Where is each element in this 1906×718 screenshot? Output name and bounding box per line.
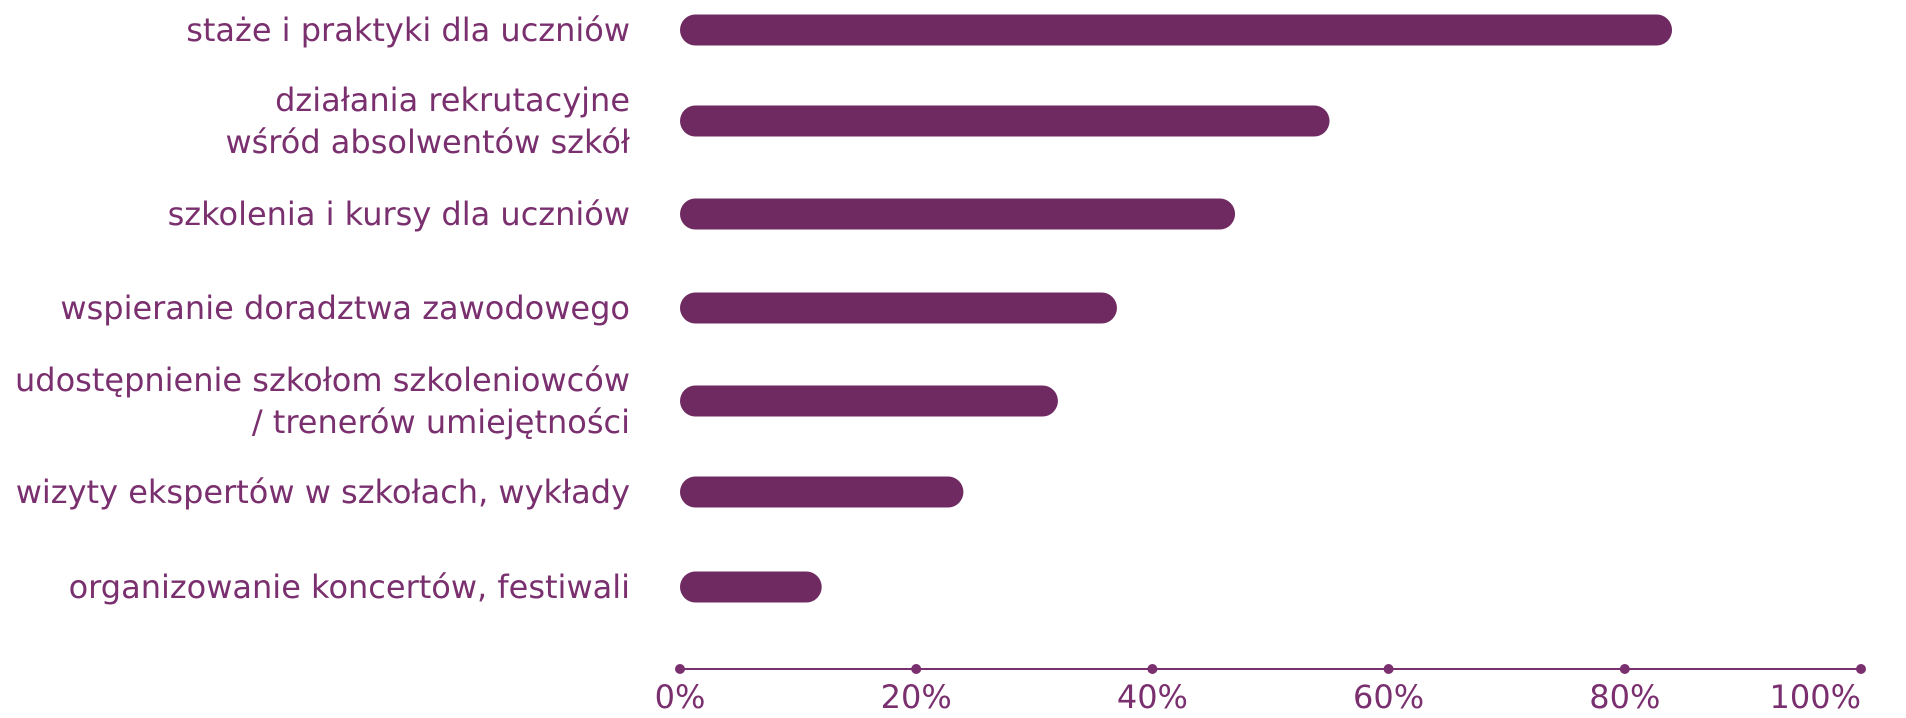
category-label: wspieranie doradztwa zawodowego [60, 289, 630, 327]
category-label-line: / trenerów umiejętności [252, 403, 630, 441]
category-label-line: działania rekrutacyjne [275, 81, 630, 119]
x-tick-dot [1619, 664, 1630, 674]
x-axis: 0% 20% 40% 60% 80% 100% [655, 664, 1866, 716]
x-tick-label: 60% [1353, 678, 1424, 716]
x-tick-dot [1383, 664, 1394, 674]
category-label-line: staże i praktyki dla uczniów [186, 11, 630, 49]
category-label-line: udostępnienie szkołom szkoleniowców [15, 361, 630, 399]
category-labels: staże i praktyki dla uczniów działania re… [15, 11, 631, 606]
x-tick-label: 80% [1589, 678, 1660, 716]
category-label: organizowanie koncertów, festiwali [69, 568, 630, 606]
x-tick-label: 20% [881, 678, 952, 716]
x-tick-label: 40% [1117, 678, 1188, 716]
category-label-line: wizyty ekspertów w szkołach, wykłady [16, 473, 630, 511]
x-tick-dot [1856, 664, 1866, 674]
category-label-line: wśród absolwentów szkół [225, 123, 630, 161]
x-tick-dot [1147, 664, 1158, 674]
category-label: udostępnienie szkołom szkoleniowców / tre… [15, 361, 630, 441]
category-label: działania rekrutacyjne wśród absolwentów … [225, 81, 630, 161]
category-label: szkolenia i kursy dla uczniów [168, 195, 630, 233]
x-tick-dot [911, 664, 922, 674]
category-label: wizyty ekspertów w szkołach, wykłady [16, 473, 630, 511]
category-label: staże i praktyki dla uczniów [186, 11, 630, 49]
category-label-line: organizowanie koncertów, festiwali [69, 568, 630, 606]
bars [680, 14, 1673, 603]
category-label-line: wspieranie doradztwa zawodowego [60, 289, 630, 327]
x-tick-label: 0% [655, 678, 706, 716]
x-tick-dot [675, 664, 685, 674]
x-tick-label: 100% [1770, 678, 1861, 716]
category-label-line: szkolenia i kursy dla uczniów [168, 195, 630, 233]
